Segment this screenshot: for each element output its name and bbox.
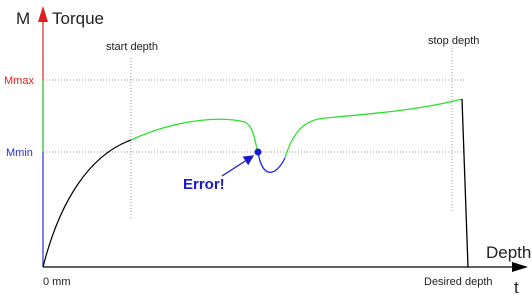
end-label: Desired depth [424,276,493,288]
curve-error [257,151,286,173]
y-symbol: M [16,9,30,28]
curve-green [130,118,259,153]
x-arrow [512,262,528,272]
error-point [254,148,262,156]
error-arrow [221,155,255,177]
curve-start [42,139,132,268]
x-symbol: t [514,278,519,297]
min-label: Mmin [6,147,33,159]
curve-drop [461,98,469,268]
curve-green-2 [284,98,463,159]
max-label: Mmax [4,75,34,87]
origin-label: 0 mm [43,276,71,288]
x-label: Depth [486,243,531,262]
y-arrow [38,6,48,22]
start-label: start depth [106,41,158,53]
stop-label: stop depth [428,35,479,47]
y-label: Torque [52,9,104,28]
error-label: Error! [183,176,225,193]
